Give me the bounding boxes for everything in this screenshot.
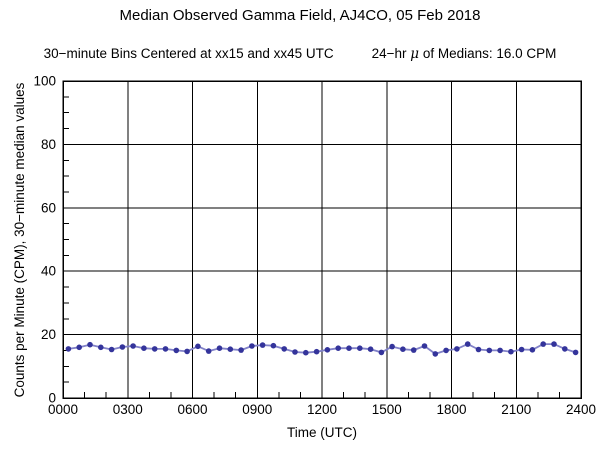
subtitle-mean: 24−hr μ of Medians: 16.0 CPM xyxy=(372,46,557,62)
x-tick-label: 0600 xyxy=(177,402,207,417)
y-tick-label: 0 xyxy=(48,391,56,406)
x-tick-label: 1200 xyxy=(307,402,337,417)
data-point xyxy=(270,342,277,349)
data-point xyxy=(205,348,212,354)
grid-layer xyxy=(63,81,581,398)
data-point xyxy=(497,347,503,354)
data-point xyxy=(389,343,395,350)
data-point xyxy=(281,346,288,352)
y-tick-label: 20 xyxy=(41,327,56,342)
data-point xyxy=(410,347,417,353)
data-point xyxy=(464,341,471,347)
data-point xyxy=(518,346,525,353)
y-tick-label: 60 xyxy=(41,200,56,215)
tick-label-layer: 0000 0300 0600 0900 1200 1500 1800 2100 2400 0 20 4… xyxy=(33,74,596,418)
data-point xyxy=(195,343,201,350)
data-point xyxy=(130,343,136,349)
data-series-layer xyxy=(65,341,579,357)
x-tick-label: 0000 xyxy=(48,402,78,417)
x-tick-label: 1500 xyxy=(372,402,402,417)
data-point xyxy=(259,342,266,348)
data-point xyxy=(313,348,320,355)
x-tick-label: 0900 xyxy=(242,402,272,417)
data-point xyxy=(486,347,493,354)
y-axis-title: Counts per Minute (CPM), 30−minute media… xyxy=(12,82,27,397)
data-point xyxy=(324,347,331,353)
subtitle-mean-pre: 24−hr xyxy=(371,46,411,61)
data-point xyxy=(572,349,579,356)
data-point xyxy=(98,344,104,351)
data-point xyxy=(65,346,72,352)
data-point xyxy=(238,347,244,353)
data-point xyxy=(119,344,126,350)
mu-symbol: μ xyxy=(410,46,420,62)
data-point xyxy=(227,346,234,353)
x-tick-label: 2400 xyxy=(566,402,596,417)
data-point xyxy=(508,348,514,355)
data-point xyxy=(108,346,115,353)
data-point xyxy=(454,346,460,352)
data-point xyxy=(184,348,190,355)
data-point xyxy=(141,345,147,352)
data-point xyxy=(421,343,428,349)
data-point xyxy=(400,346,406,353)
data-point xyxy=(216,345,223,352)
chart-subtitle: 30−minute Bins Centered at xx15 and xx45… xyxy=(0,46,600,62)
data-point xyxy=(162,346,169,352)
data-point xyxy=(443,347,449,354)
data-point xyxy=(292,349,298,355)
x-tick-label: 1800 xyxy=(436,402,466,417)
chart-title: Median Observed Gamma Field, AJ4CO, 05 F… xyxy=(119,7,481,24)
data-point xyxy=(346,345,352,352)
data-point xyxy=(378,349,385,356)
x-axis-title: Time (UTC) xyxy=(287,425,357,440)
data-point xyxy=(540,341,546,347)
data-point xyxy=(432,351,439,357)
data-point xyxy=(357,345,363,352)
data-point xyxy=(367,346,374,353)
data-point xyxy=(76,344,82,351)
plot-border xyxy=(62,80,582,399)
data-point xyxy=(475,346,482,353)
minor-tick-layer xyxy=(63,96,560,398)
x-tick-label: 2100 xyxy=(501,402,531,417)
y-tick-label: 100 xyxy=(33,74,56,89)
subtitle-mean-post: of Medians: 16.0 CPM xyxy=(419,46,557,61)
data-point xyxy=(87,341,93,348)
y-tick-label: 40 xyxy=(41,264,56,279)
data-point xyxy=(151,346,158,352)
data-point xyxy=(303,349,309,356)
y-tick-label: 80 xyxy=(41,137,56,152)
data-point xyxy=(335,345,342,352)
data-point xyxy=(249,343,255,349)
data-point xyxy=(562,346,568,352)
data-point xyxy=(551,341,557,347)
data-point xyxy=(173,347,180,354)
x-tick-label: 0300 xyxy=(113,402,143,417)
subtitle-bins: 30−minute Bins Centered at xx15 and xx45… xyxy=(43,46,334,61)
data-point xyxy=(529,347,536,353)
